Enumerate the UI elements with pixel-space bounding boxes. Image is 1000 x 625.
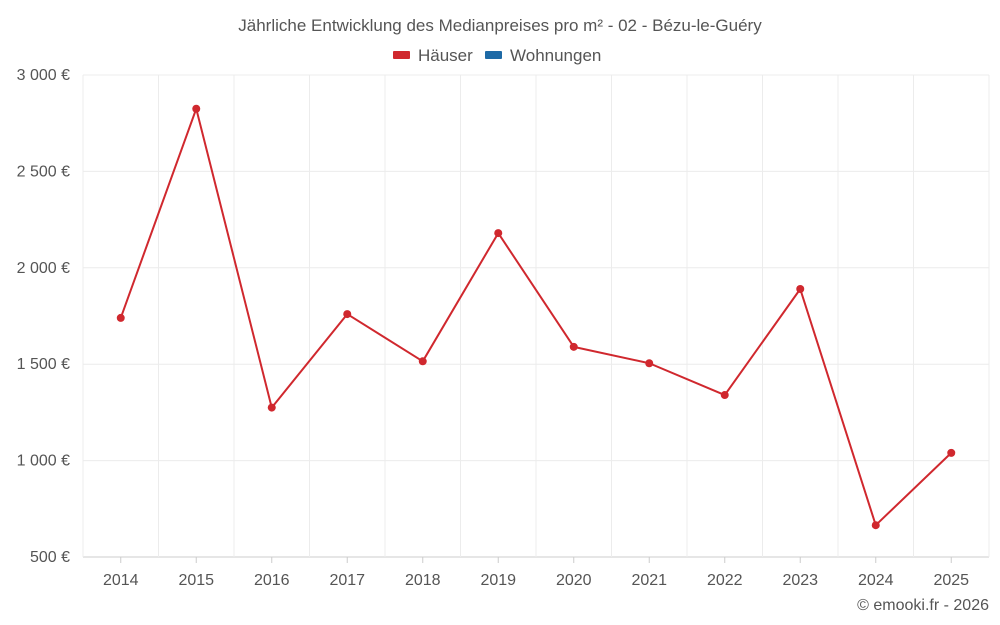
x-tick-label: 2023 xyxy=(782,572,818,589)
data-point[interactable] xyxy=(116,313,125,322)
data-point[interactable] xyxy=(343,310,352,319)
data-point[interactable] xyxy=(418,357,427,366)
data-point[interactable] xyxy=(796,285,805,294)
x-tick-label: 2020 xyxy=(556,572,592,589)
legend-swatch-wohnungen xyxy=(485,51,502,59)
x-gridlines xyxy=(82,75,990,557)
y-axis-ticks: 500 € 1 000 € 1 500 € 2 000 € 2 500 € 3 000 € xyxy=(17,67,70,566)
x-tick-label: 2018 xyxy=(405,572,441,589)
y-tick-label: 2 500 € xyxy=(17,163,70,180)
x-tick-label: 2025 xyxy=(933,572,969,589)
x-tick-label: 2015 xyxy=(178,572,214,589)
x-axis-ticks: 2014 2015 2016 2017 2018 2019 2020 2021 2022 2023… xyxy=(103,557,969,589)
data-point[interactable] xyxy=(192,104,201,113)
data-point[interactable] xyxy=(871,521,880,530)
y-tick-label: 2 000 € xyxy=(17,260,70,277)
x-tick-label: 2016 xyxy=(254,572,290,589)
legend: Häuser Wohnungen xyxy=(393,46,601,65)
x-tick-label: 2014 xyxy=(103,572,139,589)
x-tick-label: 2021 xyxy=(631,572,667,589)
data-point[interactable] xyxy=(267,403,276,412)
credit-text: © emooki.fr - 2026 xyxy=(857,597,989,614)
x-tick-label: 2017 xyxy=(329,572,365,589)
x-tick-label: 2024 xyxy=(858,572,894,589)
data-point[interactable] xyxy=(645,359,654,368)
data-point[interactable] xyxy=(569,342,578,351)
y-tick-label: 3 000 € xyxy=(17,67,70,84)
x-tick-label: 2019 xyxy=(480,572,516,589)
data-point[interactable] xyxy=(947,448,956,457)
data-point[interactable] xyxy=(494,229,503,238)
legend-item-haeuser[interactable]: Häuser xyxy=(393,46,473,65)
chart-title: Jährliche Entwicklung des Medianpreises … xyxy=(238,16,762,35)
series-line-0 xyxy=(119,107,952,527)
legend-label-haeuser: Häuser xyxy=(418,46,473,65)
y-tick-label: 1 500 € xyxy=(17,356,70,373)
legend-item-wohnungen[interactable]: Wohnungen xyxy=(485,46,601,65)
legend-swatch-haeuser xyxy=(393,51,410,59)
data-point[interactable] xyxy=(720,391,729,400)
y-tick-label: 1 000 € xyxy=(17,453,70,470)
legend-label-wohnungen: Wohnungen xyxy=(510,46,601,65)
series-layer xyxy=(116,104,956,530)
y-tick-label: 500 € xyxy=(30,549,70,566)
x-tick-label: 2022 xyxy=(707,572,743,589)
